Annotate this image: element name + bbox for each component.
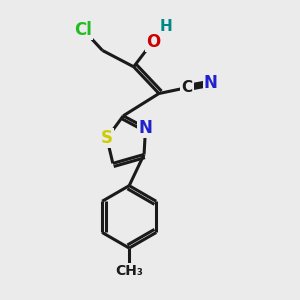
Text: N: N — [139, 119, 152, 137]
Text: C: C — [182, 80, 193, 95]
Text: S: S — [101, 129, 113, 147]
Text: N: N — [204, 74, 218, 92]
Text: H: H — [160, 19, 173, 34]
Text: Cl: Cl — [74, 21, 92, 39]
Text: O: O — [146, 32, 160, 50]
Text: CH₃: CH₃ — [115, 264, 143, 278]
